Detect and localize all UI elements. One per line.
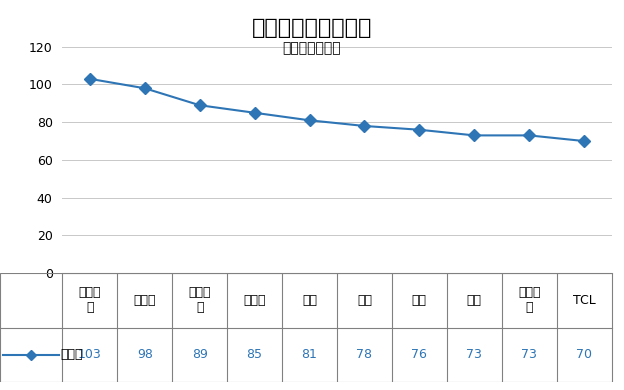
Text: 贝克艾
尔: 贝克艾 尔 — [79, 286, 101, 314]
Text: 夏普: 夏普 — [467, 294, 482, 307]
Text: 81: 81 — [301, 348, 318, 362]
Text: 得票数: 得票数 — [61, 348, 83, 362]
Text: 103: 103 — [78, 348, 102, 362]
Text: 美的: 美的 — [412, 294, 427, 307]
Text: 70: 70 — [576, 348, 592, 362]
Text: 空气净化器十大品牌: 空气净化器十大品牌 — [252, 18, 372, 37]
Text: TCL: TCL — [573, 294, 595, 307]
Text: 76: 76 — [411, 348, 427, 362]
Text: 78: 78 — [356, 348, 373, 362]
Text: 85: 85 — [246, 348, 263, 362]
Text: 霍尼韦
尔: 霍尼韦 尔 — [518, 286, 540, 314]
Text: 飞利浦: 飞利浦 — [243, 294, 266, 307]
Text: 73: 73 — [521, 348, 537, 362]
Text: 欧朗德
斯: 欧朗德 斯 — [188, 286, 211, 314]
Text: 73: 73 — [466, 348, 482, 362]
Text: 89: 89 — [192, 348, 208, 362]
Text: 小米: 小米 — [357, 294, 372, 307]
Text: 得票数（万票）: 得票数（万票） — [283, 41, 341, 55]
Text: 亚都: 亚都 — [302, 294, 317, 307]
Text: 艾吉森: 艾吉森 — [134, 294, 156, 307]
Text: 98: 98 — [137, 348, 153, 362]
